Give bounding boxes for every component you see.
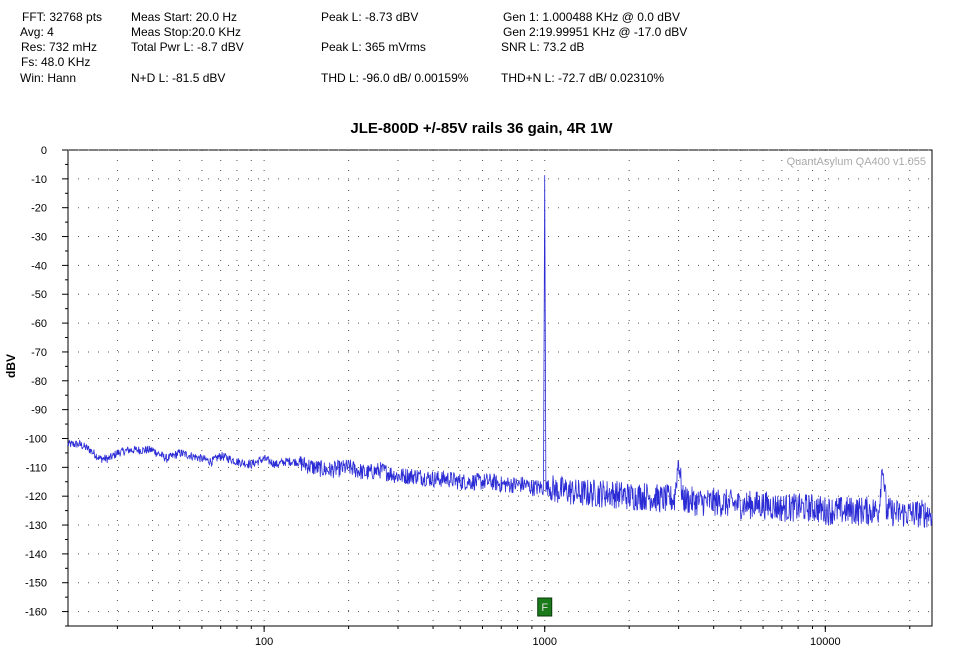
chart-title: JLE-800D +/-85V rails 36 gain, 4R 1W [350, 120, 613, 137]
y-tick-label: -30 [31, 232, 47, 244]
frequency-marker [537, 597, 553, 617]
stat-total-power: Total Pwr L: -8.7 dBV [131, 40, 244, 54]
stat-meas-start: Meas Start: 20.0 Hz [131, 10, 238, 24]
y-tick-label: -40 [31, 260, 47, 272]
frequency-marker-label: F [541, 602, 548, 614]
stat-generator-1: Gen 1: 1.000488 KHz @ 0.0 dBV [503, 10, 680, 24]
watermark-text: QuantAsylum QA400 v1.055 [787, 156, 926, 168]
stat-fft: FFT: 32768 pts [22, 10, 103, 24]
spectrum-trace [67, 175, 933, 529]
stat-peak-dbv: Peak L: -8.73 dBV [321, 10, 419, 24]
y-tick-label: -10 [31, 174, 47, 186]
stat-thd: THD L: -96.0 dB/ 0.00159% [321, 71, 469, 85]
y-tick-label: -80 [31, 376, 47, 388]
x-tick-label: 100 [255, 636, 273, 648]
stat-snr: SNR L: 73.2 dB [501, 40, 585, 54]
stat-meas-stop: Meas Stop:20.0 KHz [131, 25, 242, 39]
y-tick-label: -160 [25, 607, 47, 619]
stat-avg: Avg: 4 [20, 25, 54, 39]
grid-lines [68, 149, 932, 626]
stat-win: Win: Hann [20, 71, 77, 85]
x-tick-label: 1000 [532, 636, 556, 648]
measurement-stats-panel: FFT: 32768 pts Avg: 4 Res: 732 mHz Fs: 4… [0, 0, 963, 96]
y-tick-label: -60 [31, 318, 47, 330]
y-tick-label: -110 [26, 462, 47, 474]
y-tick-label: -70 [31, 347, 47, 359]
stat-res: Res: 732 mHz [21, 40, 98, 54]
y-tick-label: 0 [41, 145, 47, 157]
y-tick-label: -120 [25, 491, 47, 503]
y-tick-label: -150 [25, 578, 47, 590]
y-tick-label: -140 [25, 549, 47, 561]
x-tick-label: 10000 [810, 636, 841, 648]
y-tick-label: -20 [31, 203, 47, 215]
y-tick-label: -130 [25, 520, 47, 532]
stat-noise-distortion: N+D L: -81.5 dBV [131, 71, 226, 85]
stat-peak-vrms: Peak L: 365 mVrms [321, 40, 426, 54]
y-tick-label: -90 [31, 405, 47, 417]
plot-area [67, 149, 933, 627]
stat-generator-2: Gen 2:19.99951 KHz @ -17.0 dBV [503, 25, 688, 39]
stat-fs: Fs: 48.0 KHz [21, 55, 91, 69]
y-tick-label: -100 [25, 433, 47, 445]
stat-thd-plus-noise: THD+N L: -72.7 dB/ 0.02310% [501, 71, 665, 85]
y-tick-label: -50 [31, 289, 47, 301]
